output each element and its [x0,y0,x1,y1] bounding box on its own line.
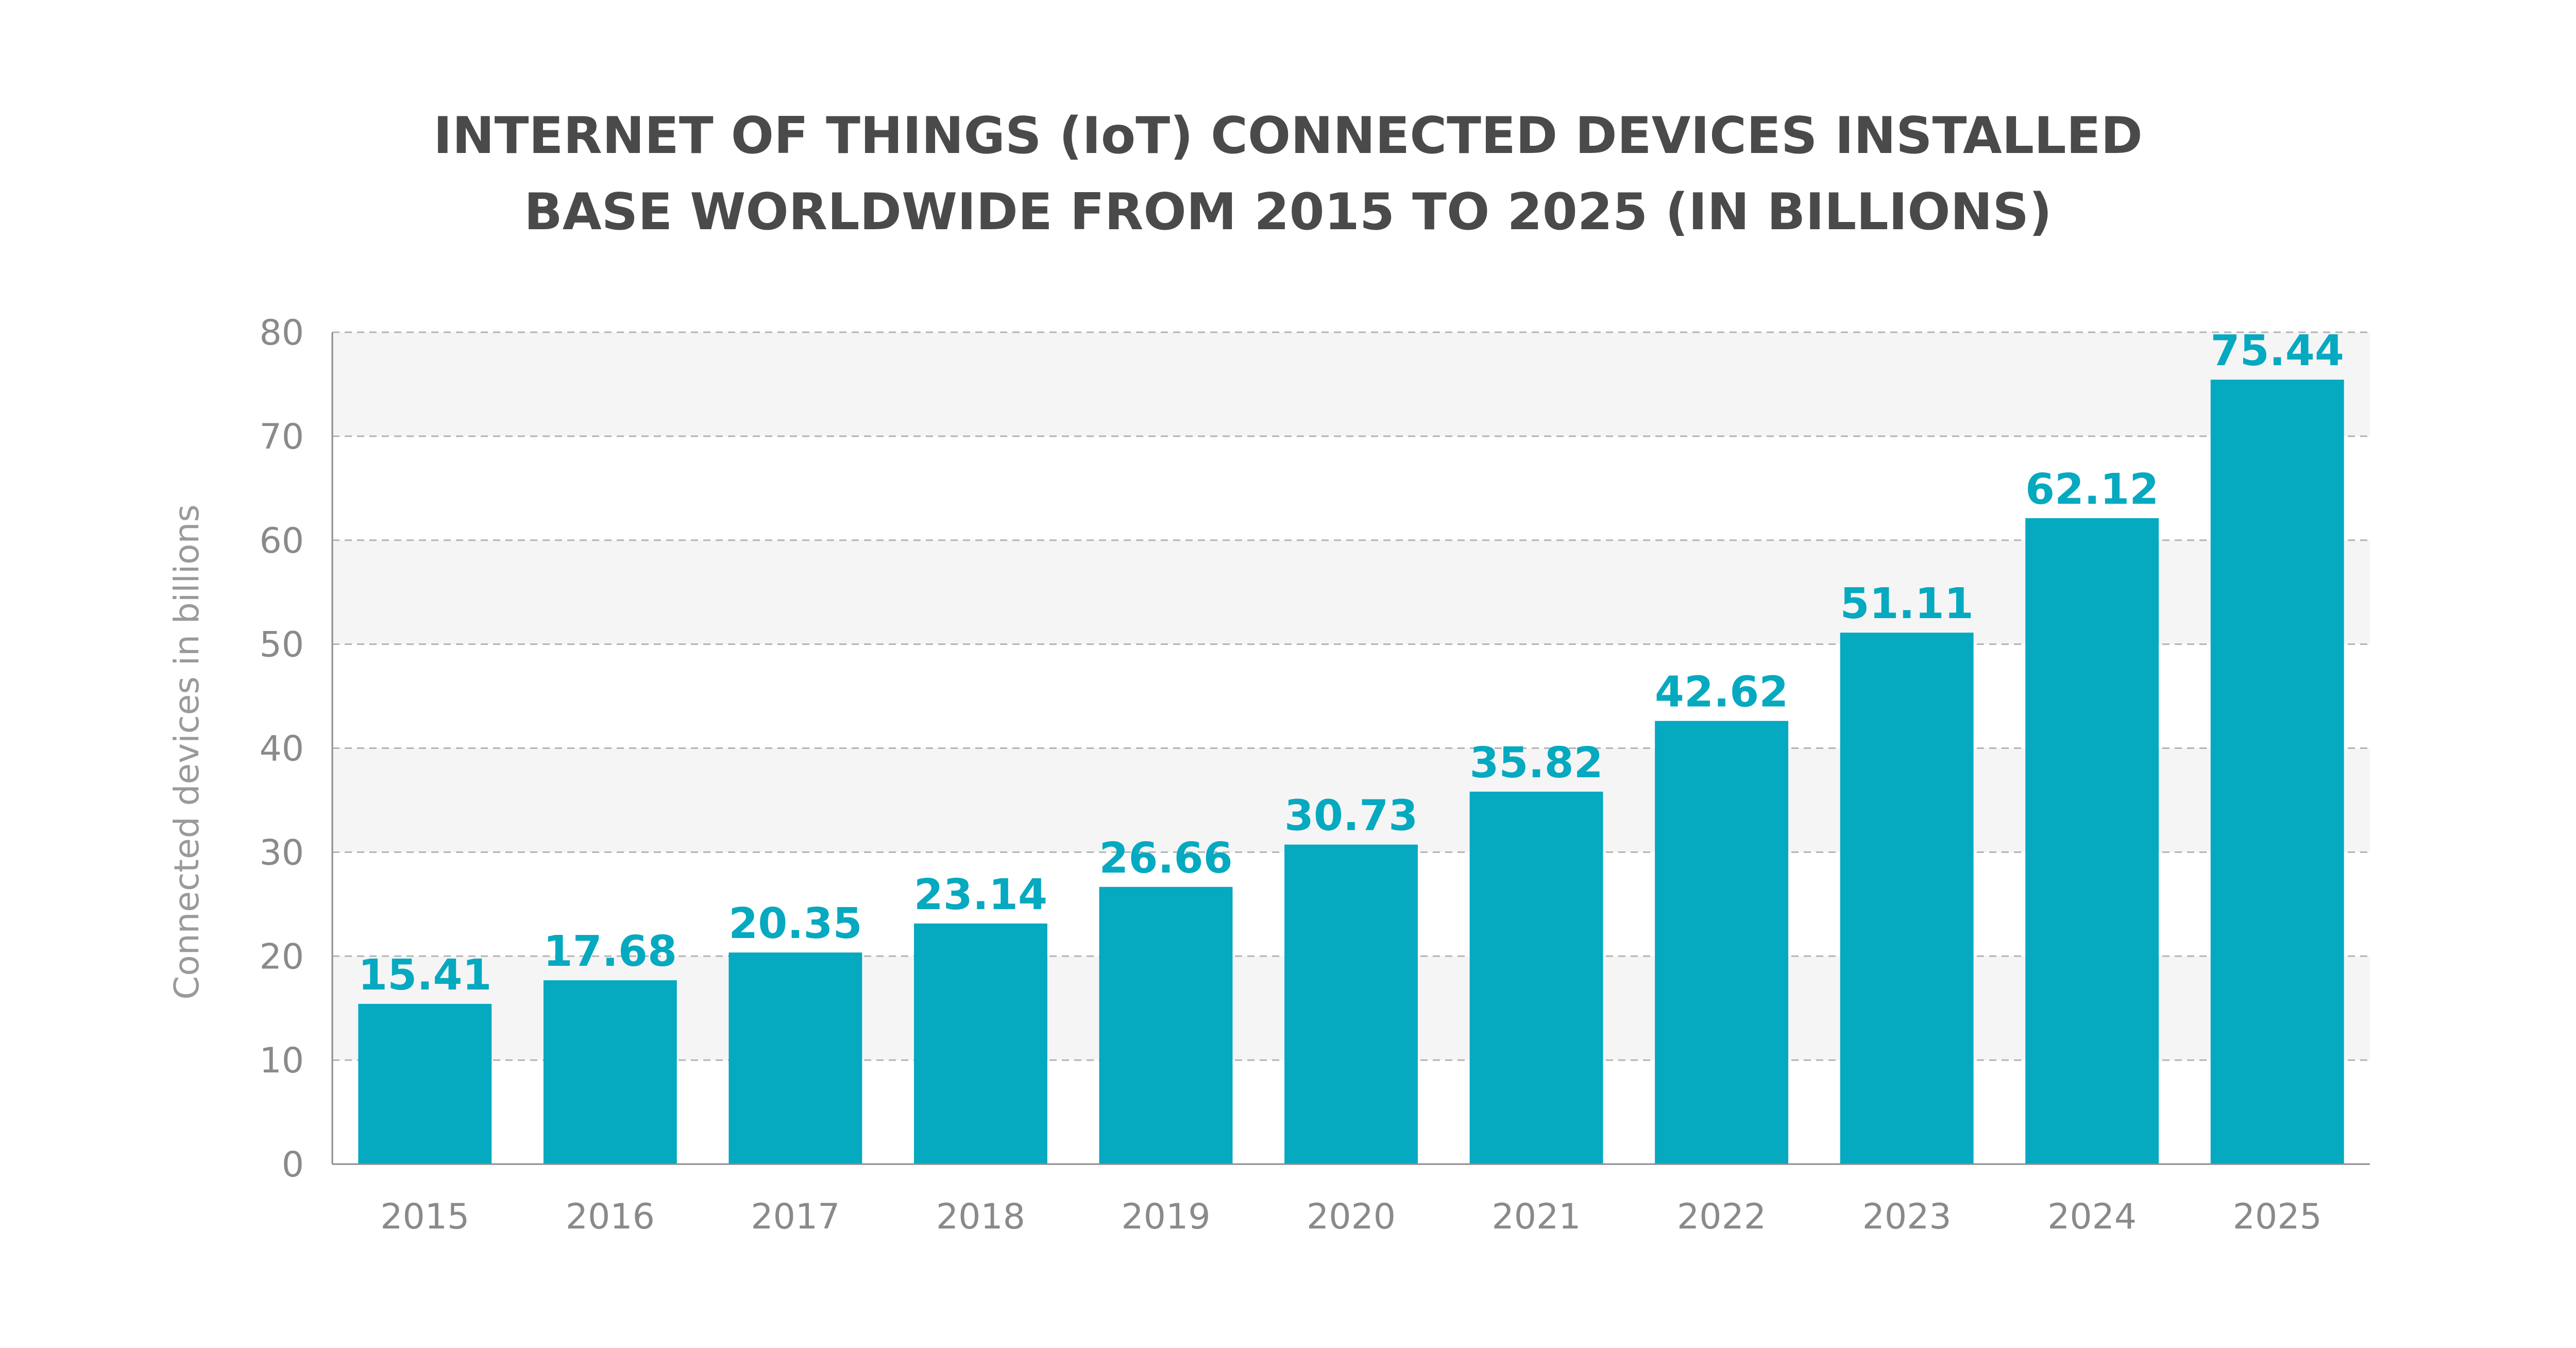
x-tick-label-2019: 2019 [1121,1197,1210,1237]
data-labels: 15.41 17.68 20.35 23.14 26.66 30.73 35.82 42.62… [358,327,2344,1000]
y-tick-label: 50 [259,625,304,666]
data-label-2016: 17.68 [544,927,677,976]
data-label-2020: 30.73 [1284,792,1418,841]
x-tick-label-2017: 2017 [751,1197,840,1237]
bar-2024 [2025,518,2159,1164]
bar-2018 [913,923,1047,1164]
y-tick-label: 20 [259,936,304,977]
bars [358,380,2344,1165]
y-tick-label: 30 [259,832,304,873]
bar-2023 [1840,633,1974,1164]
y-axis-label: Connected devices in billions [167,504,207,1000]
y-tick-label: 80 [259,313,304,353]
x-tick-label-2023: 2023 [1862,1197,1952,1237]
x-tick-label-2016: 2016 [566,1197,655,1237]
x-tick-label-2024: 2024 [2047,1197,2137,1237]
x-tick-label-2021: 2021 [1492,1197,1581,1237]
bar-2015 [358,1003,492,1164]
bar-2017 [728,952,862,1164]
y-tick-label: 70 [259,417,304,457]
bar-2025 [2210,380,2344,1165]
x-tick-label-2020: 2020 [1307,1197,1396,1237]
data-label-2025: 75.44 [2211,327,2344,376]
x-tick-label-2018: 2018 [936,1197,1025,1237]
data-label-2023: 51.11 [1840,579,1973,628]
y-tick-label: 10 [259,1040,304,1081]
data-label-2024: 62.12 [2025,465,2159,514]
bar-2021 [1469,791,1603,1164]
chart-title-line-1: INTERNET OF THINGS (IoT) CONNECTED DEVIC… [433,107,2143,165]
y-tick-label: 60 [259,521,304,561]
chart-title: INTERNET OF THINGS (IoT) CONNECTED DEVIC… [0,98,2576,250]
axes [331,332,2370,1165]
x-tick-labels: 2015 2016 2017 2018 2019 2020 2021 2022 2023 2024… [380,1197,2322,1237]
bar-2016 [543,980,677,1164]
data-label-2015: 15.41 [358,951,492,1000]
y-tick-labels: 0 10 20 30 40 50 60 70 80 [259,313,304,1185]
bar-2019 [1099,886,1233,1164]
data-label-2021: 35.82 [1469,739,1603,788]
data-label-2019: 26.66 [1099,834,1232,883]
bar-2022 [1655,721,1789,1164]
x-tick-label-2015: 2015 [380,1197,469,1237]
background-band [332,332,2370,436]
bar-2020 [1284,844,1418,1164]
chart-title-line-2: BASE WORLDWIDE FROM 2015 TO 2025 (IN BIL… [524,183,2052,242]
x-tick-label-2022: 2022 [1677,1197,1766,1237]
y-tick-label: 40 [259,729,304,770]
x-tick-label-2025: 2025 [2233,1197,2322,1237]
data-label-2018: 23.14 [914,871,1047,919]
y-tick-label: 0 [282,1145,304,1185]
data-label-2017: 20.35 [728,899,862,948]
data-label-2022: 42.62 [1655,668,1788,717]
